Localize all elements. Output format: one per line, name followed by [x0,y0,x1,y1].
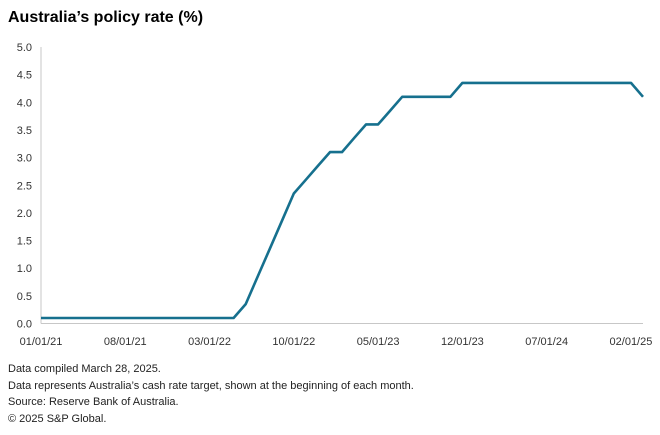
y-axis-tick-label: 0.5 [17,291,32,303]
y-axis-tick-label: 1.0 [17,263,32,275]
x-axis-tick-label: 12/01/23 [441,336,484,348]
y-axis-tick-label: 4.5 [17,70,32,82]
x-axis-tick-label: 08/01/21 [104,336,147,348]
footnote-description: Data represents Australia’s cash rate ta… [8,379,414,392]
footnote-source: Source: Reserve Bank of Australia. [8,396,179,408]
x-axis-tick-label: 10/01/22 [272,336,315,348]
y-axis-tick-label: 1.5 [17,236,32,248]
policy-rate-line-chart: 0.0 0.5 1.0 1.5 2.0 2.5 3.0 3.5 4.0 4.5 5.0 01/01/2… [17,42,653,348]
y-axis-tick-label: 5.0 [17,42,32,54]
x-axis-tick-label: 05/01/23 [357,336,400,348]
chart-footnotes: Data compiled March 28, 2025. Data repre… [8,361,414,427]
y-axis-tick-label: 4.0 [17,97,32,109]
x-axis-tick-label: 02/01/25 [610,336,653,348]
y-axis-tick-label: 2.0 [17,208,32,220]
y-axis-tick-label: 0.0 [17,319,32,331]
footnote-copyright: © 2025 S&P Global. [8,412,107,425]
y-axis-tick-label: 3.0 [17,153,32,165]
policy-rate-line [41,81,644,320]
footnote-compiled: Data compiled March 28, 2025. [8,363,161,375]
chart-title: Australia’s policy rate (%) [8,9,204,26]
x-axis-tick-label: 03/01/22 [188,336,231,348]
y-axis-tick-label: 2.5 [17,180,32,192]
y-axis-tick-label: 3.5 [17,125,32,137]
x-axis-tick-label: 07/01/24 [525,336,568,348]
x-axis-tick-label: 01/01/21 [20,336,63,348]
